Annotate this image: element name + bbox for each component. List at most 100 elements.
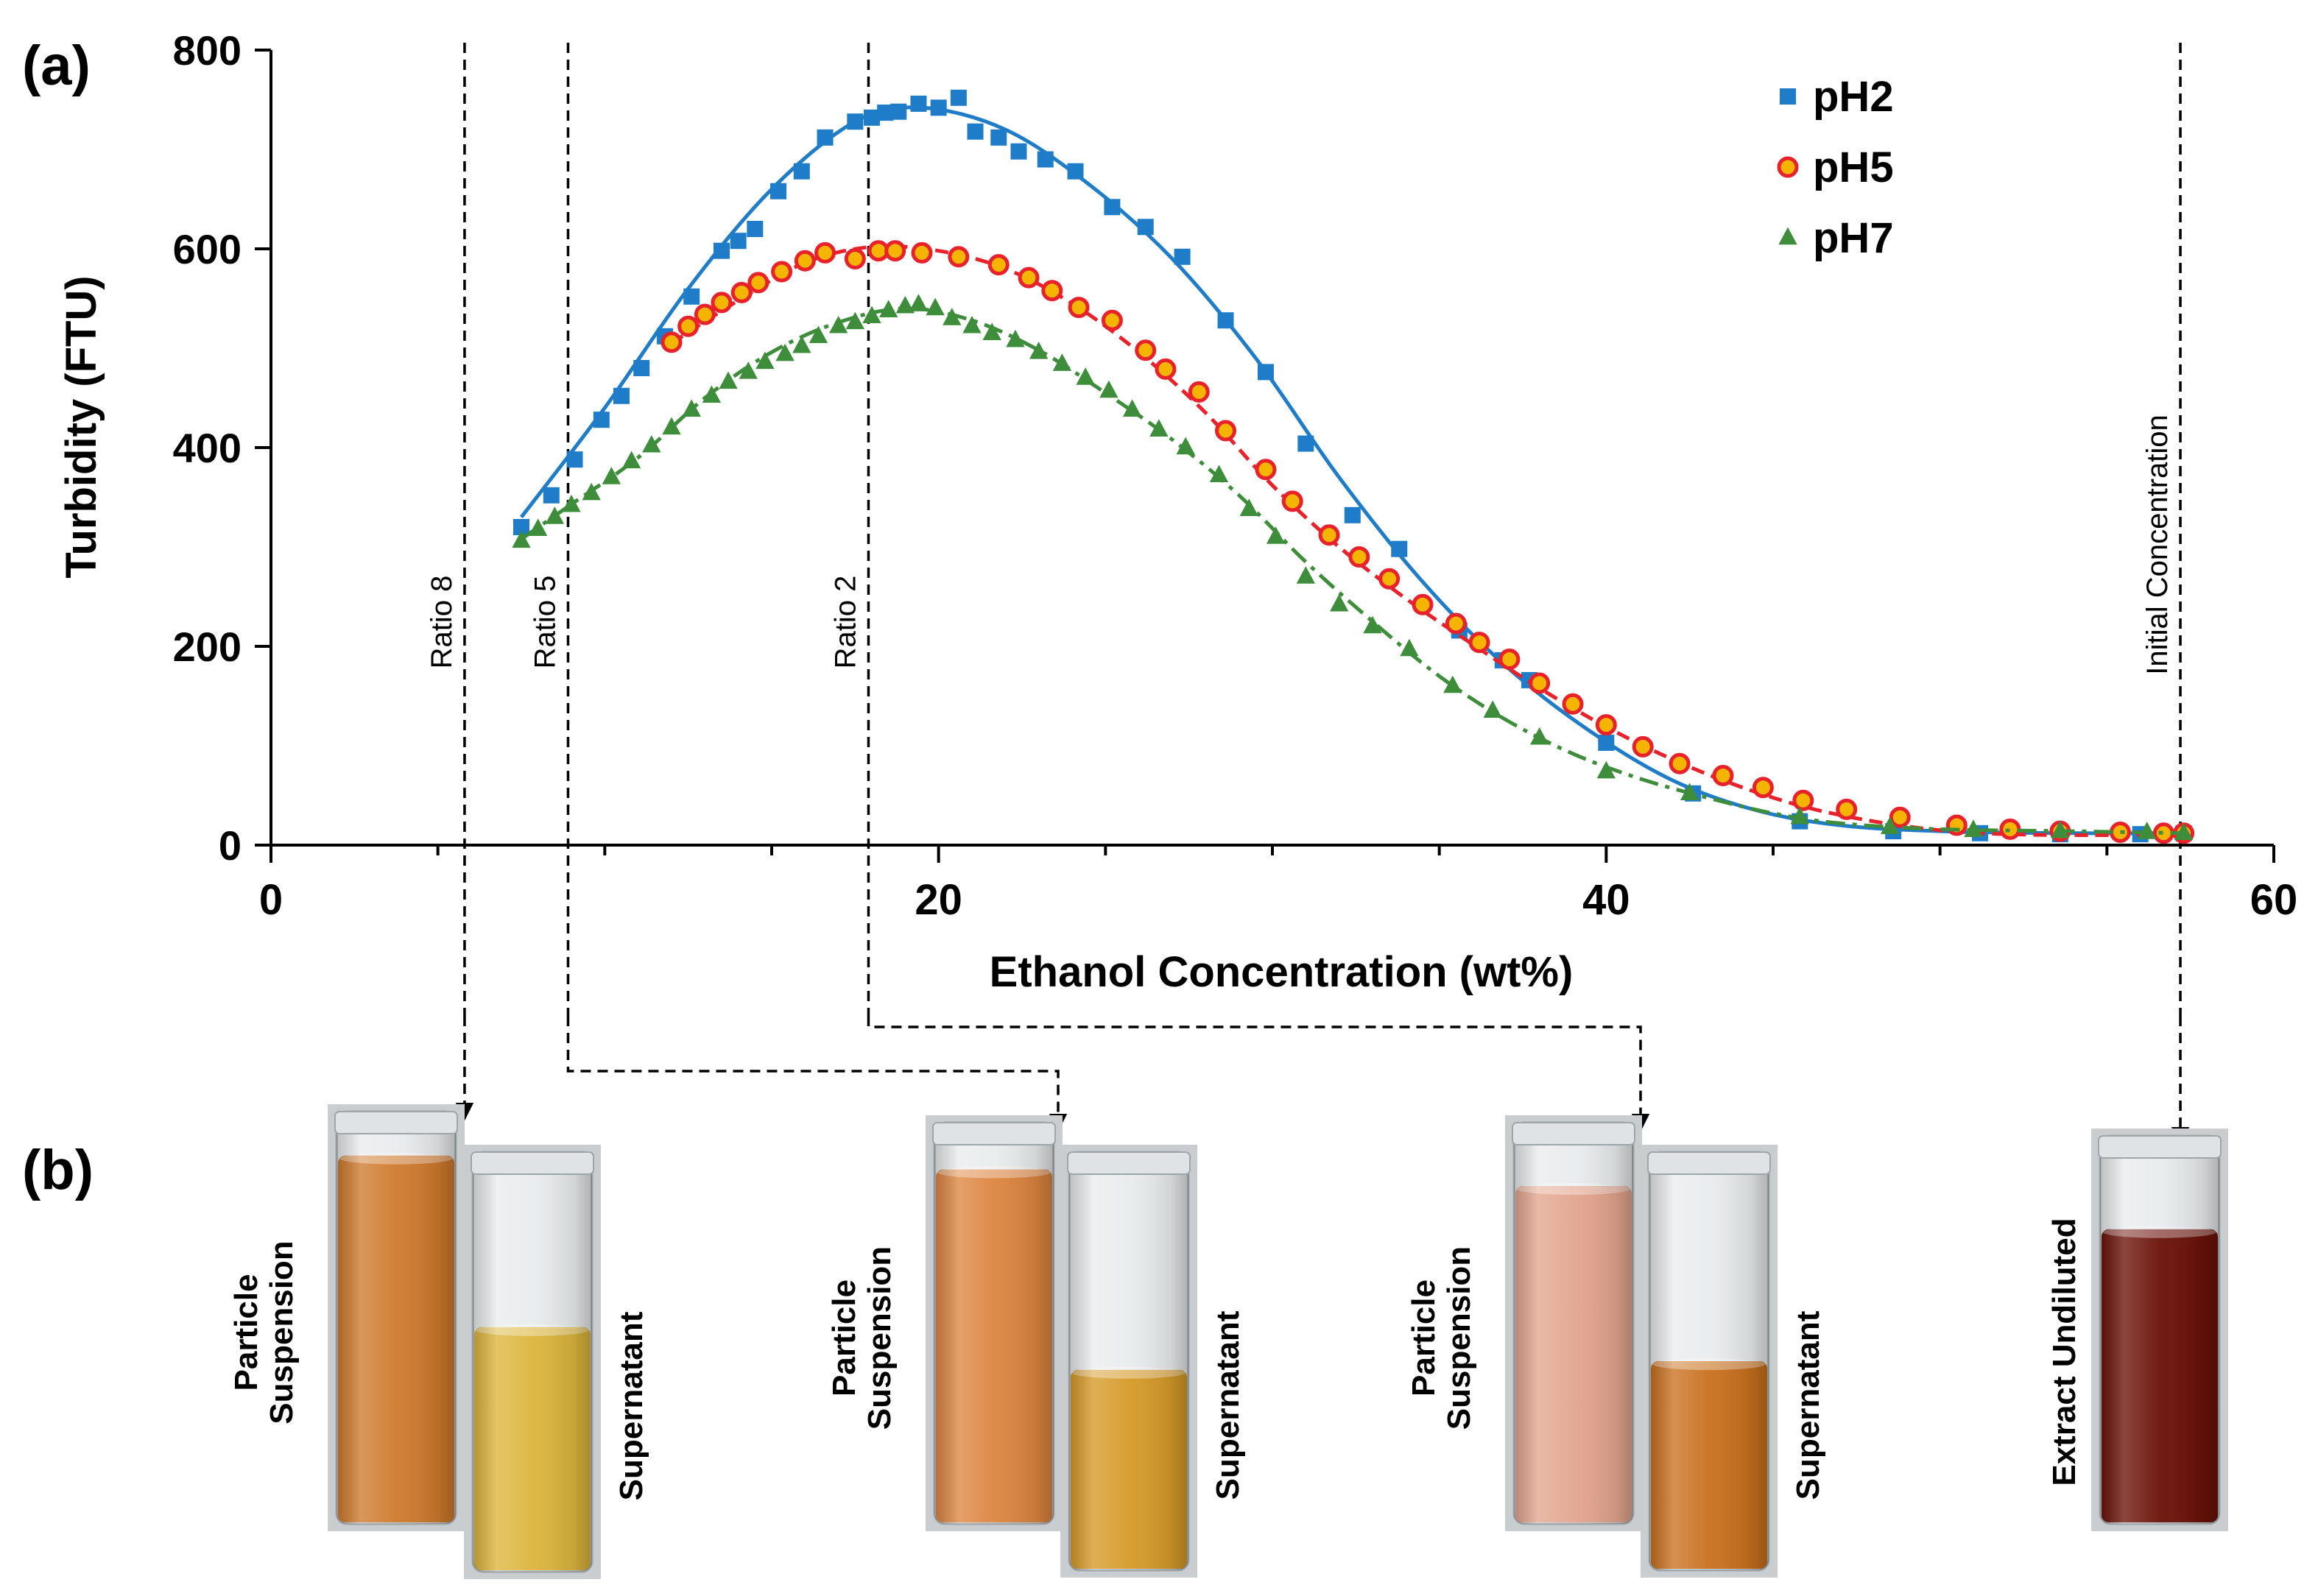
data-point-ph7 (1209, 465, 1229, 483)
data-point-ph5 (771, 261, 793, 283)
data-point-ph7 (529, 518, 548, 536)
data-point-ph5 (1752, 777, 1774, 799)
data-point-ph5 (1595, 714, 1617, 736)
axes: 0 200 400 600 800 0 20 40 60 (173, 27, 2298, 924)
data-point-ph7 (562, 494, 581, 512)
data-point-ph5 (1712, 765, 1734, 786)
data-point-ph7 (1076, 367, 1095, 385)
series-ph2 (513, 89, 2192, 843)
data-point-ph5 (2152, 822, 2174, 844)
data-point-ph7 (1099, 380, 1119, 398)
data-point-ph7 (582, 482, 601, 501)
vial-rim (1512, 1122, 1635, 1145)
vial-rim (2098, 1135, 2222, 1159)
data-point-ph5 (794, 250, 816, 272)
data-point-ph5 (1836, 798, 1858, 820)
y-tick-label: 600 (173, 226, 242, 272)
vial-label: Extract Undiluted (2046, 1218, 2082, 1486)
vial-photo: Supernatant (1060, 1145, 1246, 1578)
legend-label-ph7: pH7 (1813, 214, 1894, 262)
photo-group: Particle Suspension Supernatant (1406, 1115, 1826, 1578)
vial-label: Supernatant (1210, 1310, 1246, 1500)
fit-line-ph7 (520, 306, 2184, 836)
data-point-ph7 (845, 311, 864, 330)
data-point-ph2 (990, 129, 1007, 146)
y-tick-label: 800 (173, 27, 242, 74)
x-axis-title: Ethanol Concentration (wt%) (990, 948, 1574, 996)
data-point-ph5 (1188, 381, 1210, 403)
data-point-ph2 (1257, 364, 1274, 381)
series-ph7 (512, 294, 2194, 841)
data-point-ph2 (950, 89, 967, 106)
data-point-ph7 (943, 308, 962, 325)
data-point-ph7 (1596, 760, 1616, 779)
vial-label-line1: Particle (826, 1279, 862, 1396)
data-point-ph5 (660, 331, 683, 353)
x-tick-label: 40 (1582, 876, 1630, 924)
data-point-ph2 (930, 99, 947, 116)
data-point-ph7 (602, 467, 621, 484)
x-tick-label: 0 (259, 876, 283, 924)
data-point-ph5 (844, 248, 866, 269)
data-point-ph7 (862, 306, 881, 324)
vial-rim (471, 1151, 594, 1175)
marker-label: Ratio 8 (426, 576, 458, 669)
data-point-ph7 (982, 322, 1001, 340)
y-axis-title: Turbidity (FTU) (57, 275, 105, 578)
vial-photo: Particle Suspension (228, 1104, 465, 1531)
vertical-markers: Ratio 8 Ratio 5 Ratio 2 Initial Concentrati… (426, 43, 2182, 1016)
data-point-ph2 (1067, 163, 1084, 180)
marker-label: Ratio 2 (829, 576, 862, 669)
glass-shading (1514, 1123, 1633, 1524)
glass-shading (1649, 1152, 1769, 1570)
data-point-ph5 (1068, 297, 1090, 319)
panel-label-a: (a) (22, 35, 91, 97)
glass-shading (934, 1123, 1054, 1524)
data-point-ph5 (1498, 649, 1521, 671)
panel-label-b: (b) (22, 1139, 94, 1201)
glass-shading (2100, 1136, 2219, 1524)
data-point-ph7 (1443, 675, 1462, 693)
vial-photo: Extract Undiluted (2046, 1129, 2228, 1531)
data-point-ph5 (1255, 459, 1277, 481)
legend: pH2 pH5 pH7 (1777, 73, 1894, 262)
legend-marker-ph7 (1778, 227, 1797, 245)
data-point-ph7 (1029, 342, 1049, 359)
vial-label: Supernatant (1790, 1310, 1826, 1500)
data-point-ph7 (1149, 419, 1169, 437)
data-point-ph2 (1297, 435, 1314, 452)
data-point-ph7 (1330, 593, 1349, 612)
data-point-ph2 (714, 242, 730, 259)
vial-rim (1067, 1151, 1191, 1175)
data-point-ph5 (1669, 752, 1691, 774)
data-point-ph2 (1174, 248, 1191, 265)
data-point-ph7 (909, 294, 929, 311)
data-point-ph7 (962, 315, 982, 333)
data-point-ph2 (910, 95, 927, 112)
legend-marker-ph2 (1780, 88, 1796, 105)
marker-label: Initial Concentration (2141, 414, 2174, 675)
data-point-ph7 (719, 371, 738, 389)
data-point-ph7 (755, 351, 775, 370)
data-point-ph2 (633, 360, 650, 376)
data-point-ph2 (1037, 151, 1054, 168)
data-point-ph5 (1318, 524, 1340, 546)
data-point-ph7 (1363, 615, 1382, 634)
data-point-ph7 (1122, 399, 1142, 417)
data-point-ph2 (747, 221, 764, 237)
y-tick-label: 400 (173, 425, 242, 471)
x-tick-label: 60 (2250, 876, 2298, 924)
data-point-ph5 (948, 246, 970, 268)
data-point-ph5 (1348, 546, 1370, 568)
data-point-ph7 (2051, 820, 2070, 838)
legend-label-ph2: pH2 (1813, 73, 1894, 121)
data-point-ph5 (1529, 672, 1551, 694)
data-point-ph2 (730, 233, 747, 250)
data-point-ph7 (545, 506, 564, 524)
data-point-ph5 (1632, 735, 1654, 758)
data-point-ph2 (1598, 734, 1615, 751)
data-point-ph2 (1217, 312, 1234, 329)
data-point-ph2 (513, 519, 529, 535)
photo-group: Particle Suspension Supernatant (826, 1115, 1246, 1578)
data-point-ph7 (662, 417, 681, 435)
